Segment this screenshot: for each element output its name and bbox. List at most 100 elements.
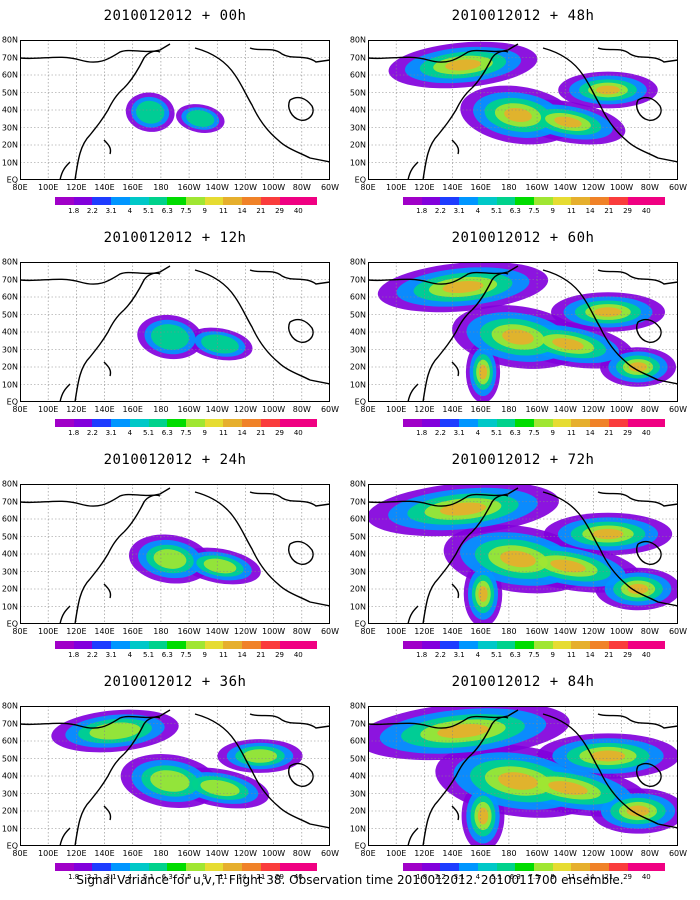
colorbar-label: 6.3 <box>161 429 173 437</box>
latitude-tick-label: EQ <box>354 397 366 407</box>
latitude-tick-label: 10N <box>1 824 18 833</box>
latitude-tick-label: EQ <box>6 397 18 407</box>
latitude-tick-label: 80N <box>349 257 366 267</box>
longitude-tick-label: 80E <box>12 627 28 636</box>
longitude-tick-label: 120E <box>414 405 435 414</box>
latitude-tick-label: EQ <box>354 175 366 185</box>
colorbar-swatch <box>55 863 74 871</box>
colorbar-swatch <box>204 863 224 871</box>
colorbar-label: 4 <box>127 873 133 881</box>
longitude-tick-label: 160E <box>122 183 143 192</box>
colorbar-swatch <box>148 419 168 427</box>
longitude-tick-label: 140E <box>94 627 115 636</box>
latitude-tick-label: 50N <box>349 532 366 541</box>
colorbar-swatch <box>440 197 460 205</box>
colorbar-swatch <box>515 641 535 649</box>
colorbar-swatch <box>627 419 647 427</box>
colorbar-swatch <box>627 197 647 205</box>
colorbar-swatch <box>55 197 74 205</box>
colorbar-swatch <box>73 197 93 205</box>
colorbar-label: 40 <box>293 429 303 437</box>
colorbar-label: 2.2 <box>86 873 98 881</box>
forecast-panel: 2010012012 + 48h 80N 70N 60N 50N 40N 30N 20N 10N… <box>348 0 698 222</box>
colorbar-label: 6.3 <box>509 651 521 659</box>
longitude-tick-label: 120E <box>66 405 87 414</box>
colorbar-label: 3.1 <box>453 207 465 215</box>
colorbar-label: 1.8 <box>68 429 80 437</box>
latitude-tick-label: 40N <box>1 549 18 559</box>
latitude-tick-label: 60N <box>349 292 366 302</box>
longitude-tick-label: 100W <box>610 627 634 636</box>
colorbar-label: 3.1 <box>105 207 117 215</box>
colorbar-label: 3.1 <box>453 651 465 659</box>
colorbar-label: 29 <box>275 207 285 215</box>
latitude-tick-label: 60N <box>1 292 18 302</box>
latitude-tick-label: 60N <box>1 736 18 746</box>
colorbar-swatch <box>73 863 93 871</box>
colorbar-swatch <box>55 419 74 427</box>
colorbar-label: 11 <box>218 429 228 437</box>
colorbar-swatch <box>496 197 516 205</box>
colorbar-swatch <box>552 197 572 205</box>
colorbar-swatch <box>186 863 205 871</box>
colorbar-labels: 1.8 2.2 3.1 4 5.1 6.3 7.5 9 11 14 21 29 40 <box>55 207 317 217</box>
colorbar-swatch <box>298 197 318 205</box>
latitude-tick-label: 30N <box>349 789 366 798</box>
colorbar-label: 9 <box>202 651 207 659</box>
latitude-tick-label: 30N <box>349 123 366 132</box>
colorbar-label: 7.5 <box>528 873 540 881</box>
colorbar-label: 1.8 <box>416 651 428 659</box>
colorbar-label: 40 <box>293 207 303 215</box>
forecast-panel: 2010012012 + 84h 80N 70N 60N 50N 40N 30N 20N 10N… <box>348 666 698 888</box>
colorbar-swatch <box>279 641 299 649</box>
colorbar-swatch <box>73 641 93 649</box>
colorbar-swatch <box>260 641 280 649</box>
colorbar-swatch <box>186 419 205 427</box>
latitude-tick-label: 50N <box>1 88 18 97</box>
colorbar-label: 9 <box>550 873 555 881</box>
colorbar-swatch <box>148 641 168 649</box>
colorbar-swatch <box>496 419 516 427</box>
colorbar <box>403 641 666 649</box>
colorbar-swatch <box>515 863 535 871</box>
colorbar-swatch <box>403 197 422 205</box>
forecast-panel: 2010012012 + 12h 80N 70N 60N 50N 40N 30N 20N 10N… <box>0 222 350 444</box>
colorbar-swatch <box>186 641 205 649</box>
colorbar-swatch <box>590 197 609 205</box>
longitude-tick-label: 120E <box>66 183 87 192</box>
panel-title: 2010012012 + 84h <box>451 674 595 690</box>
colorbar-swatch <box>403 863 422 871</box>
variance-map: 80N 70N 60N 50N 40N 30N 20N 10N EQ 80E 100E 120E 140… <box>350 702 687 859</box>
colorbar-swatch <box>590 641 609 649</box>
latitude-tick-label: 20N <box>349 140 366 150</box>
longitude-tick-label: 80E <box>360 405 376 414</box>
forecast-panel: 2010012012 + 60h 80N 70N 60N 50N 40N 30N 20N 10N… <box>348 222 698 444</box>
longitude-tick-label: 100W <box>262 849 286 858</box>
colorbar-swatch <box>204 641 224 649</box>
latitude-tick-label: 80N <box>349 35 366 45</box>
colorbar-swatch <box>477 641 497 649</box>
longitude-tick-label: 80W <box>640 405 659 414</box>
longitude-tick-label: 100W <box>610 405 634 414</box>
colorbar <box>403 419 666 427</box>
colorbar-swatch <box>459 419 478 427</box>
colorbar-swatch <box>129 197 149 205</box>
latitude-tick-label: 80N <box>1 701 18 711</box>
latitude-tick-label: 50N <box>1 532 18 541</box>
colorbar-swatch <box>111 419 130 427</box>
longitude-tick-label: 160W <box>525 405 549 414</box>
latitude-tick-label: 30N <box>1 789 18 798</box>
longitude-tick-label: 120W <box>233 849 258 858</box>
colorbar-swatch <box>92 197 112 205</box>
variance-map: 80N 70N 60N 50N 40N 30N 20N 10N EQ 80E 100E 120E 140… <box>2 702 339 859</box>
longitude-tick-label: 120W <box>581 627 606 636</box>
colorbar-label: 11 <box>218 873 228 881</box>
colorbar-label: 5.1 <box>490 651 503 659</box>
latitude-tick-label: 50N <box>1 754 18 763</box>
colorbar <box>403 197 666 205</box>
colorbar-label: 11 <box>566 651 576 659</box>
colorbar-swatch <box>260 197 280 205</box>
colorbar-label: 3.1 <box>453 429 465 437</box>
longitude-tick-label: 180 <box>153 849 169 858</box>
latitude-tick-label: 10N <box>349 824 366 833</box>
